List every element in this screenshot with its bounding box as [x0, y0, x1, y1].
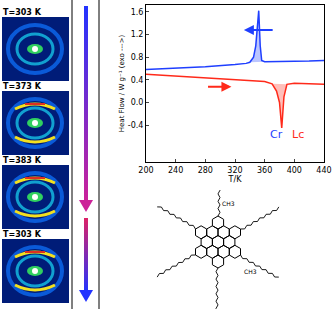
svg-text:-0.4: -0.4: [128, 121, 144, 130]
svg-text:240: 240: [168, 166, 183, 175]
svg-text:200: 200: [138, 166, 153, 175]
svg-text:T/K: T/K: [228, 175, 243, 184]
svg-text:280: 280: [198, 166, 213, 175]
svg-text:0.8: 0.8: [131, 53, 144, 62]
svg-text:320: 320: [227, 166, 242, 175]
svg-text:360: 360: [257, 166, 272, 175]
svg-text:T=373 K: T=373 K: [3, 82, 42, 91]
svg-text:CH3: CH3: [244, 268, 257, 275]
svg-text:1.2: 1.2: [131, 30, 144, 39]
svg-text:T=303 K: T=303 K: [3, 8, 42, 17]
svg-text:440: 440: [316, 166, 331, 175]
svg-text:Lc: Lc: [292, 128, 304, 141]
svg-text:T=383 K: T=383 K: [3, 156, 42, 165]
svg-text:Heat Flow / W g⁻¹ (exo --->): Heat Flow / W g⁻¹ (exo --->): [118, 35, 126, 133]
svg-text:1.6: 1.6: [131, 8, 144, 17]
svg-text:Cr: Cr: [270, 128, 283, 141]
svg-text:0.4: 0.4: [131, 76, 144, 85]
svg-text:CH3: CH3: [222, 200, 235, 207]
svg-text:400: 400: [287, 166, 302, 175]
svg-text:T=303 K: T=303 K: [3, 230, 42, 239]
svg-text:0.0: 0.0: [131, 98, 144, 107]
